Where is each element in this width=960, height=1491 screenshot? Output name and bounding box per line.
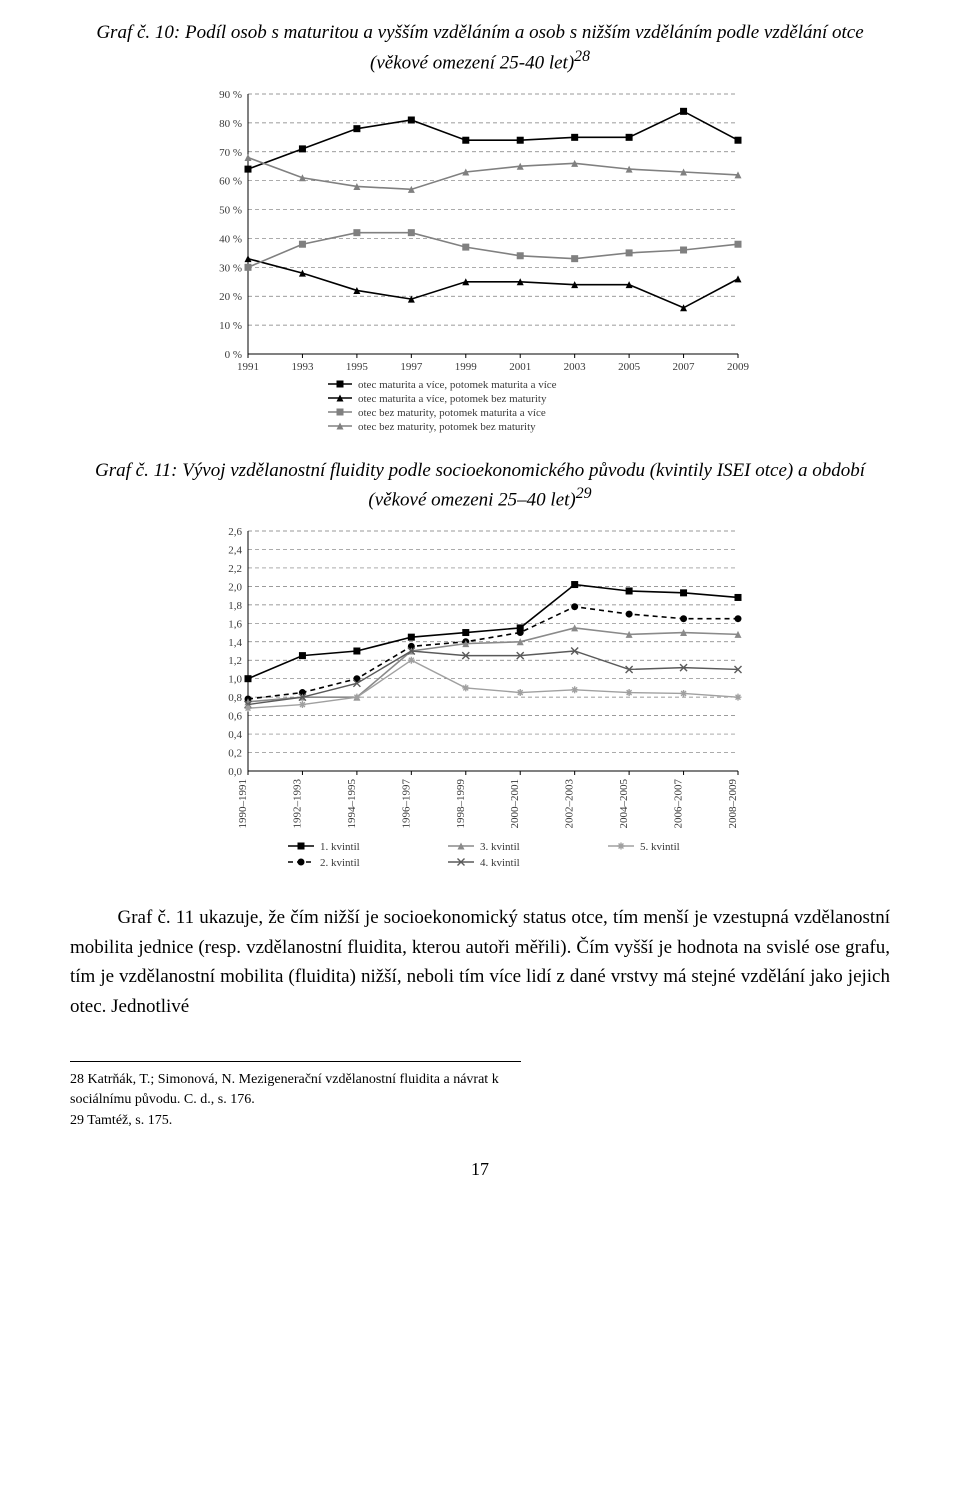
svg-text:1,4: 1,4 — [228, 637, 242, 649]
svg-text:1,8: 1,8 — [228, 600, 242, 612]
chart1-caption-sup: 28 — [574, 48, 590, 65]
svg-text:0,0: 0,0 — [228, 766, 242, 778]
svg-text:0,6: 0,6 — [228, 711, 242, 723]
footnotes: 28 Katrňák, T.; Simonová, N. Mezigenerač… — [70, 1061, 521, 1131]
svg-text:2002–2003: 2002–2003 — [564, 779, 576, 829]
footnote-29: 29 Tamtéž, s. 175. — [70, 1111, 521, 1131]
svg-text:1997: 1997 — [400, 361, 423, 373]
chart1-wrap: 0 % 10 % 20 % 30 % 40 % 50 % 60 % 70 % 80 % 90 % 1… — [70, 84, 890, 444]
svg-text:80 %: 80 % — [219, 117, 242, 129]
svg-text:10 %: 10 % — [219, 320, 242, 332]
svg-text:1,0: 1,0 — [228, 674, 242, 686]
svg-text:5. kvintil: 5. kvintil — [640, 841, 680, 853]
chart1-caption-text: Graf č. 10: Podíl osob s maturitou a vyš… — [96, 22, 863, 73]
svg-text:2006–2007: 2006–2007 — [673, 779, 685, 829]
chart2-caption-text: Graf č. 11: Vývoj vzdělanostní fluidity … — [95, 460, 865, 511]
svg-text:1. kvintil: 1. kvintil — [320, 841, 360, 853]
svg-text:1991: 1991 — [237, 361, 259, 373]
chart2-caption: Graf č. 11: Vývoj vzdělanostní fluidity … — [70, 458, 890, 514]
svg-text:4. kvintil: 4. kvintil — [480, 857, 520, 869]
svg-text:20 %: 20 % — [219, 291, 242, 303]
svg-text:1992–1993: 1992–1993 — [291, 779, 303, 829]
svg-text:2009: 2009 — [727, 361, 750, 373]
svg-text:2,4: 2,4 — [228, 545, 242, 557]
chart2-wrap: 0,0 0,2 0,4 0,6 0,8 1,0 1,2 1,4 1,6 1,8 2,0 2,2 2,4 2… — [70, 521, 890, 881]
svg-text:40 %: 40 % — [219, 233, 242, 245]
svg-text:otec bez maturity, potomek mat: otec bez maturity, potomek maturita a ví… — [358, 407, 546, 419]
svg-text:1,6: 1,6 — [228, 619, 242, 631]
svg-text:2,2: 2,2 — [228, 563, 242, 575]
svg-text:0,4: 0,4 — [228, 729, 242, 741]
svg-text:1993: 1993 — [291, 361, 314, 373]
svg-text:1995: 1995 — [346, 361, 369, 373]
svg-text:2,0: 2,0 — [228, 582, 242, 594]
body-paragraph: Graf č. 11 ukazuje, že čím nižší je soci… — [70, 903, 890, 1021]
chart2-caption-sup: 29 — [576, 485, 592, 502]
svg-text:1996–1997: 1996–1997 — [400, 779, 412, 829]
page-number: 17 — [70, 1159, 890, 1180]
svg-text:60 %: 60 % — [219, 175, 242, 187]
chart1-caption: Graf č. 10: Podíl osob s maturitou a vyš… — [70, 20, 890, 76]
svg-text:3. kvintil: 3. kvintil — [480, 841, 520, 853]
svg-text:1994–1995: 1994–1995 — [346, 779, 358, 829]
svg-text:otec bez maturity, potomek bez: otec bez maturity, potomek bez maturity — [358, 421, 536, 433]
svg-text:2005: 2005 — [618, 361, 641, 373]
svg-text:2001: 2001 — [509, 361, 531, 373]
svg-text:1,2: 1,2 — [228, 655, 242, 667]
svg-text:1990–1991: 1990–1991 — [237, 779, 249, 829]
svg-text:2007: 2007 — [673, 361, 696, 373]
svg-text:2000–2001: 2000–2001 — [509, 779, 521, 829]
svg-text:70 %: 70 % — [219, 146, 242, 158]
chart2: 0,0 0,2 0,4 0,6 0,8 1,0 1,2 1,4 1,6 1,8 2,0 2,2 2,4 2… — [200, 521, 760, 881]
svg-text:0 %: 0 % — [225, 349, 242, 361]
footnote-28: 28 Katrňák, T.; Simonová, N. Mezigenerač… — [70, 1070, 521, 1109]
svg-text:1999: 1999 — [455, 361, 478, 373]
svg-text:2,6: 2,6 — [228, 526, 242, 538]
svg-text:50 %: 50 % — [219, 204, 242, 216]
chart1: 0 % 10 % 20 % 30 % 40 % 50 % 60 % 70 % 80 % 90 % 1… — [200, 84, 760, 444]
svg-text:2003: 2003 — [564, 361, 587, 373]
svg-text:0,8: 0,8 — [228, 692, 242, 704]
svg-text:30 %: 30 % — [219, 262, 242, 274]
svg-text:90 %: 90 % — [219, 89, 242, 101]
svg-text:2008–2009: 2008–2009 — [727, 779, 739, 829]
svg-text:0,2: 0,2 — [228, 748, 242, 760]
svg-text:1998–1999: 1998–1999 — [455, 779, 467, 829]
svg-text:otec maturita a více, potomek: otec maturita a více, potomek maturita a… — [358, 379, 557, 391]
svg-text:2. kvintil: 2. kvintil — [320, 857, 360, 869]
svg-text:otec maturita a více, potomek: otec maturita a více, potomek bez maturi… — [358, 393, 547, 405]
svg-text:2004–2005: 2004–2005 — [618, 779, 630, 829]
